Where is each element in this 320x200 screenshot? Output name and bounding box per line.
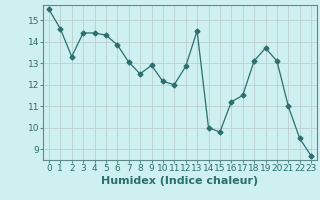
X-axis label: Humidex (Indice chaleur): Humidex (Indice chaleur) <box>101 176 259 186</box>
